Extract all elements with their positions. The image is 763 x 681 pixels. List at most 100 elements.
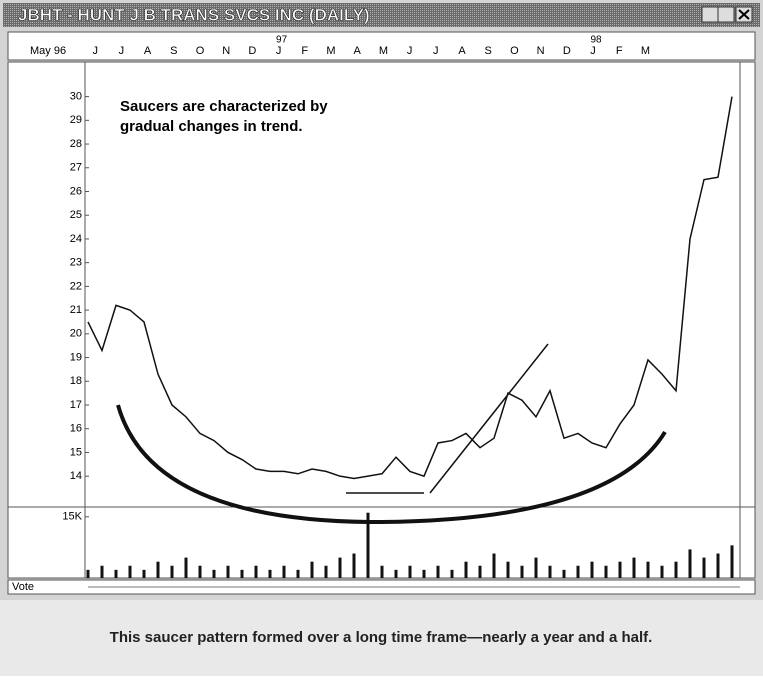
plot-frame [7, 61, 756, 579]
volume-bar [534, 557, 538, 578]
y-tick-label: 15K [62, 511, 82, 523]
volume-bar [170, 565, 174, 578]
volume-bar [576, 565, 580, 578]
volume-bar [604, 565, 608, 578]
volume-bar [352, 553, 356, 578]
y-tick-label: 18 [70, 375, 82, 387]
year-label: 98 [590, 35, 602, 46]
volume-bar [184, 557, 188, 578]
volume-bar [128, 565, 132, 578]
x-tick-label: A [458, 45, 466, 57]
x-tick-label: F [616, 45, 623, 57]
volume-bar [254, 565, 258, 578]
volume-bar [268, 569, 272, 578]
volume-bar [646, 561, 650, 578]
volume-bar [450, 569, 454, 578]
volume-bar [198, 565, 202, 578]
x-tick-label: S [170, 45, 177, 57]
window-buttons[interactable] [701, 6, 753, 23]
volume-bar [660, 565, 664, 578]
x-tick-label: J [407, 45, 413, 57]
volume-bar [702, 557, 706, 578]
volume-bar [492, 553, 496, 578]
x-tick-label: O [510, 45, 519, 57]
volume-bar [142, 569, 146, 578]
volume-bar [240, 569, 244, 578]
volume-bar [408, 565, 412, 578]
annotation: Saucers are characterized by gradual chan… [120, 98, 328, 135]
x-tick-label: J [92, 45, 98, 57]
year-label: 97 [276, 35, 288, 46]
x-tick-label: M [641, 45, 650, 57]
volume-bar [380, 565, 384, 578]
x-tick-label: N [537, 45, 545, 57]
y-tick-label: 29 [70, 114, 82, 126]
date-axis-bar [7, 31, 756, 61]
x-tick-label: J [276, 45, 282, 57]
y-tick-label: 15 [70, 446, 82, 458]
volume-bar [282, 565, 286, 578]
y-tick-label: 28 [70, 138, 82, 150]
y-tick-label: 21 [70, 304, 82, 316]
volume-bar [716, 553, 720, 578]
volume-bar [156, 561, 160, 578]
volume-bar [674, 561, 678, 578]
volume-bar [310, 561, 314, 578]
caption: This saucer pattern formed over a long t… [110, 629, 653, 646]
volume-bar [100, 565, 104, 578]
window-title: JBHT - HUNT J B TRANS SVCS INC (DAILY) [18, 5, 370, 24]
x-tick-label: A [144, 45, 152, 57]
volume-bar [324, 565, 328, 578]
y-tick-label: 26 [70, 185, 82, 197]
volume-bar [338, 557, 342, 578]
y-tick-label: 17 [70, 399, 82, 411]
y-tick-label: 23 [70, 257, 82, 269]
x-tick-label: A [354, 45, 362, 57]
y-tick-label: 16 [70, 423, 82, 435]
caption-box [0, 600, 763, 676]
x-tick-label: N [222, 45, 230, 57]
y-tick-label: 27 [70, 162, 82, 174]
y-tick-label: 19 [70, 351, 82, 363]
y-tick-label: 14 [70, 470, 82, 482]
saucer-curve [116, 404, 667, 525]
volume-bar [688, 549, 692, 578]
x-tick-label: May 96 [30, 45, 66, 57]
x-tick-label: M [379, 45, 388, 57]
y-tick-label: 25 [70, 209, 82, 221]
volume-bar [86, 569, 90, 578]
volume-bar [366, 512, 370, 578]
indicator-label: Vote [12, 581, 34, 593]
x-tick-label: J [119, 45, 125, 57]
x-tick-label: J [590, 45, 596, 57]
volume-bar [478, 565, 482, 578]
volume-bar [212, 569, 216, 578]
volume-bar [114, 569, 118, 578]
volume-bar [562, 569, 566, 578]
volume-bar [632, 557, 636, 578]
volume-bar [618, 561, 622, 578]
x-tick-label: O [196, 45, 205, 57]
volume-bar [506, 561, 510, 578]
volume-bar [296, 569, 300, 578]
volume-bar [730, 545, 734, 578]
x-tick-label: S [485, 45, 492, 57]
x-tick-label: F [301, 45, 308, 57]
y-tick-label: 20 [70, 328, 82, 340]
title-bar [3, 3, 760, 27]
volume-bar [464, 561, 468, 578]
volume-bar [548, 565, 552, 578]
x-tick-label: D [248, 45, 256, 57]
trend-line [429, 343, 549, 494]
volume-bar [226, 565, 230, 578]
y-tick-label: 24 [70, 233, 82, 245]
volume-bar [520, 565, 524, 578]
x-tick-label: D [563, 45, 571, 57]
x-tick-label: M [326, 45, 335, 57]
volume-bar [422, 569, 426, 578]
volume-bar [590, 561, 594, 578]
y-tick-label: 30 [70, 91, 82, 103]
y-tick-label: 22 [70, 280, 82, 292]
volume-bar [394, 569, 398, 578]
